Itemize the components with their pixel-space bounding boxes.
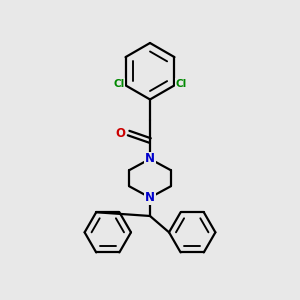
Text: Cl: Cl (113, 79, 124, 89)
Text: Cl: Cl (176, 79, 187, 89)
Text: N: N (145, 152, 155, 165)
Text: O: O (116, 127, 126, 140)
Text: N: N (145, 191, 155, 204)
